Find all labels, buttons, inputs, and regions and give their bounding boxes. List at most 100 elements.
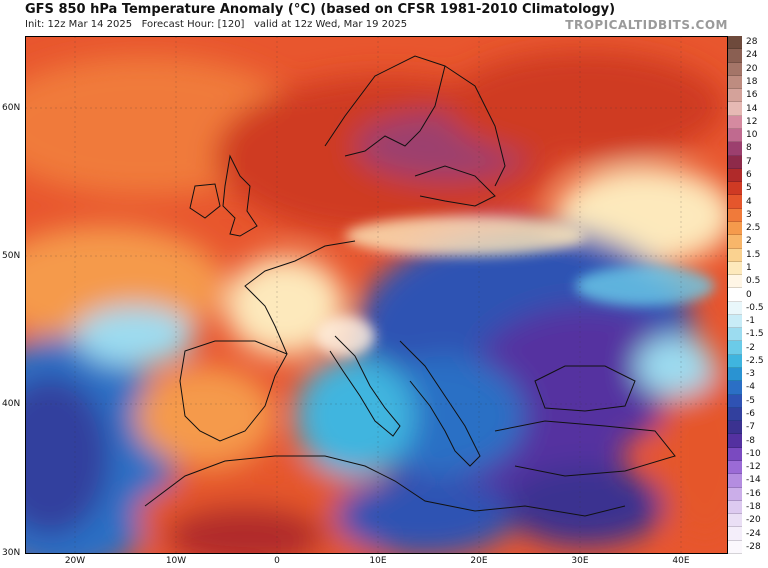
colorbar-cell xyxy=(728,248,742,262)
colorbar-label: 0.5 xyxy=(746,276,761,287)
colorbar-cell xyxy=(728,434,742,448)
colorbar-cell xyxy=(728,261,742,276)
colorbar-label: 2.5 xyxy=(746,223,761,234)
colorbar-cell xyxy=(728,275,742,289)
colorbar-cell xyxy=(728,221,742,236)
colorbar-label: -28 xyxy=(746,541,761,552)
colorbar-label: -18 xyxy=(746,502,761,512)
colorbar-label: 24 xyxy=(746,50,758,61)
colorbar-cell xyxy=(728,328,742,342)
colorbar-cell xyxy=(728,301,742,315)
lon-label-20w: 20W xyxy=(64,556,86,566)
colorbar-cell xyxy=(728,354,742,369)
graticule xyxy=(25,36,728,554)
colorbar-label: 1 xyxy=(746,262,752,273)
colorbar-cell xyxy=(728,314,742,329)
colorbar-label: 20 xyxy=(746,63,758,74)
colorbar-cell xyxy=(728,514,742,528)
colorbar-cell xyxy=(728,49,742,63)
colorbar-label: 1.5 xyxy=(746,249,761,260)
colorbar-cell xyxy=(728,421,742,435)
colorbar-cell xyxy=(728,155,742,169)
colorbar-label: -20 xyxy=(746,515,761,526)
colorbar-label: 7 xyxy=(746,156,752,167)
colorbar-cell xyxy=(728,341,742,355)
colorbar-label: 28 xyxy=(746,37,758,48)
colorbar-label: 8 xyxy=(746,143,752,154)
colorbar-label: -0.5 xyxy=(746,302,764,313)
colorbar-label: 4 xyxy=(746,196,752,207)
colorbar-cell xyxy=(728,75,742,90)
colorbar-label: 18 xyxy=(746,76,758,87)
colorbar-label: -24 xyxy=(746,528,761,539)
colorbar-cell xyxy=(728,381,742,395)
colorbar-cell xyxy=(728,461,742,475)
colorbar-label: -8 xyxy=(746,435,755,446)
coastlines xyxy=(144,55,676,517)
colorbar-cell xyxy=(728,474,742,488)
colorbar-label: 14 xyxy=(746,103,758,114)
colorbar-label: -14 xyxy=(746,475,761,486)
colorbar-cell xyxy=(728,195,742,209)
colorbar-cell xyxy=(728,208,742,222)
colorbar-cell xyxy=(728,500,742,515)
colorbar-label: -3 xyxy=(746,369,755,380)
colorbar-label: 12 xyxy=(746,116,758,127)
colorbar-label: 3 xyxy=(746,209,752,220)
colorbar-cell xyxy=(728,89,742,103)
colorbar-label: -7 xyxy=(746,422,755,433)
colorbar-cell xyxy=(728,394,742,408)
lat-label-30n: 30N xyxy=(2,548,21,558)
colorbar-cell xyxy=(728,540,742,554)
colorbar-label: -16 xyxy=(746,488,761,499)
map-frame xyxy=(25,36,728,554)
colorbar-label: 10 xyxy=(746,130,758,141)
colorbar-label: -5 xyxy=(746,395,755,406)
colorbar-label: -4 xyxy=(746,382,755,393)
lon-label-10w: 10W xyxy=(165,556,187,566)
colorbar-cell xyxy=(728,235,742,249)
lon-label-0: 0 xyxy=(274,556,280,566)
map-title: GFS 850 hPa Temperature Anomaly (°C) (ba… xyxy=(25,2,616,17)
colorbar-cell xyxy=(728,447,742,462)
lat-label-40n: 40N xyxy=(2,399,21,409)
lat-label-60n: 60N xyxy=(2,103,21,113)
colorbar-label: -6 xyxy=(746,409,755,420)
colorbar-cell xyxy=(728,102,742,116)
colorbar-label: 16 xyxy=(746,90,758,101)
colorbar xyxy=(728,36,742,554)
colorbar-cell xyxy=(728,288,742,302)
colorbar-cell xyxy=(728,62,742,76)
colorbar-label: 6 xyxy=(746,169,752,180)
colorbar-cell xyxy=(728,182,742,196)
colorbar-cell xyxy=(728,527,742,541)
brand-watermark: TROPICALTIDBITS.COM xyxy=(565,18,728,32)
colorbar-cell xyxy=(728,368,742,382)
anomaly-map xyxy=(25,36,728,554)
lon-label-40e: 40E xyxy=(672,556,690,566)
colorbar-cell xyxy=(728,128,742,143)
colorbar-label: -1.5 xyxy=(746,329,764,340)
colorbar-label: 2 xyxy=(746,236,752,247)
colorbar-cell xyxy=(728,142,742,156)
colorbar-cell xyxy=(728,407,742,422)
map-header: GFS 850 hPa Temperature Anomaly (°C) (ba… xyxy=(0,0,768,36)
colorbar-cell xyxy=(728,36,742,50)
map-canvas xyxy=(25,36,728,554)
anomaly-detail xyxy=(315,216,715,356)
colorbar-label: -12 xyxy=(746,462,761,473)
colorbar-label: 5 xyxy=(746,183,752,194)
lon-label-20e: 20E xyxy=(470,556,488,566)
colorbar-label: 0 xyxy=(746,289,752,300)
lat-label-50n: 50N xyxy=(2,251,21,261)
colorbar-cell xyxy=(728,168,742,183)
colorbar-cell xyxy=(728,487,742,501)
forecast-info: Init: 12z Mar 14 2025 Forecast Hour: [12… xyxy=(25,19,408,30)
colorbar-label: -2 xyxy=(746,342,755,353)
colorbar-label: -10 xyxy=(746,448,761,459)
colorbar-label: -1 xyxy=(746,316,755,327)
lon-label-30e: 30E xyxy=(571,556,589,566)
lon-label-10e: 10E xyxy=(369,556,387,566)
colorbar-label: -2.5 xyxy=(746,355,764,366)
colorbar-cell xyxy=(728,115,742,129)
